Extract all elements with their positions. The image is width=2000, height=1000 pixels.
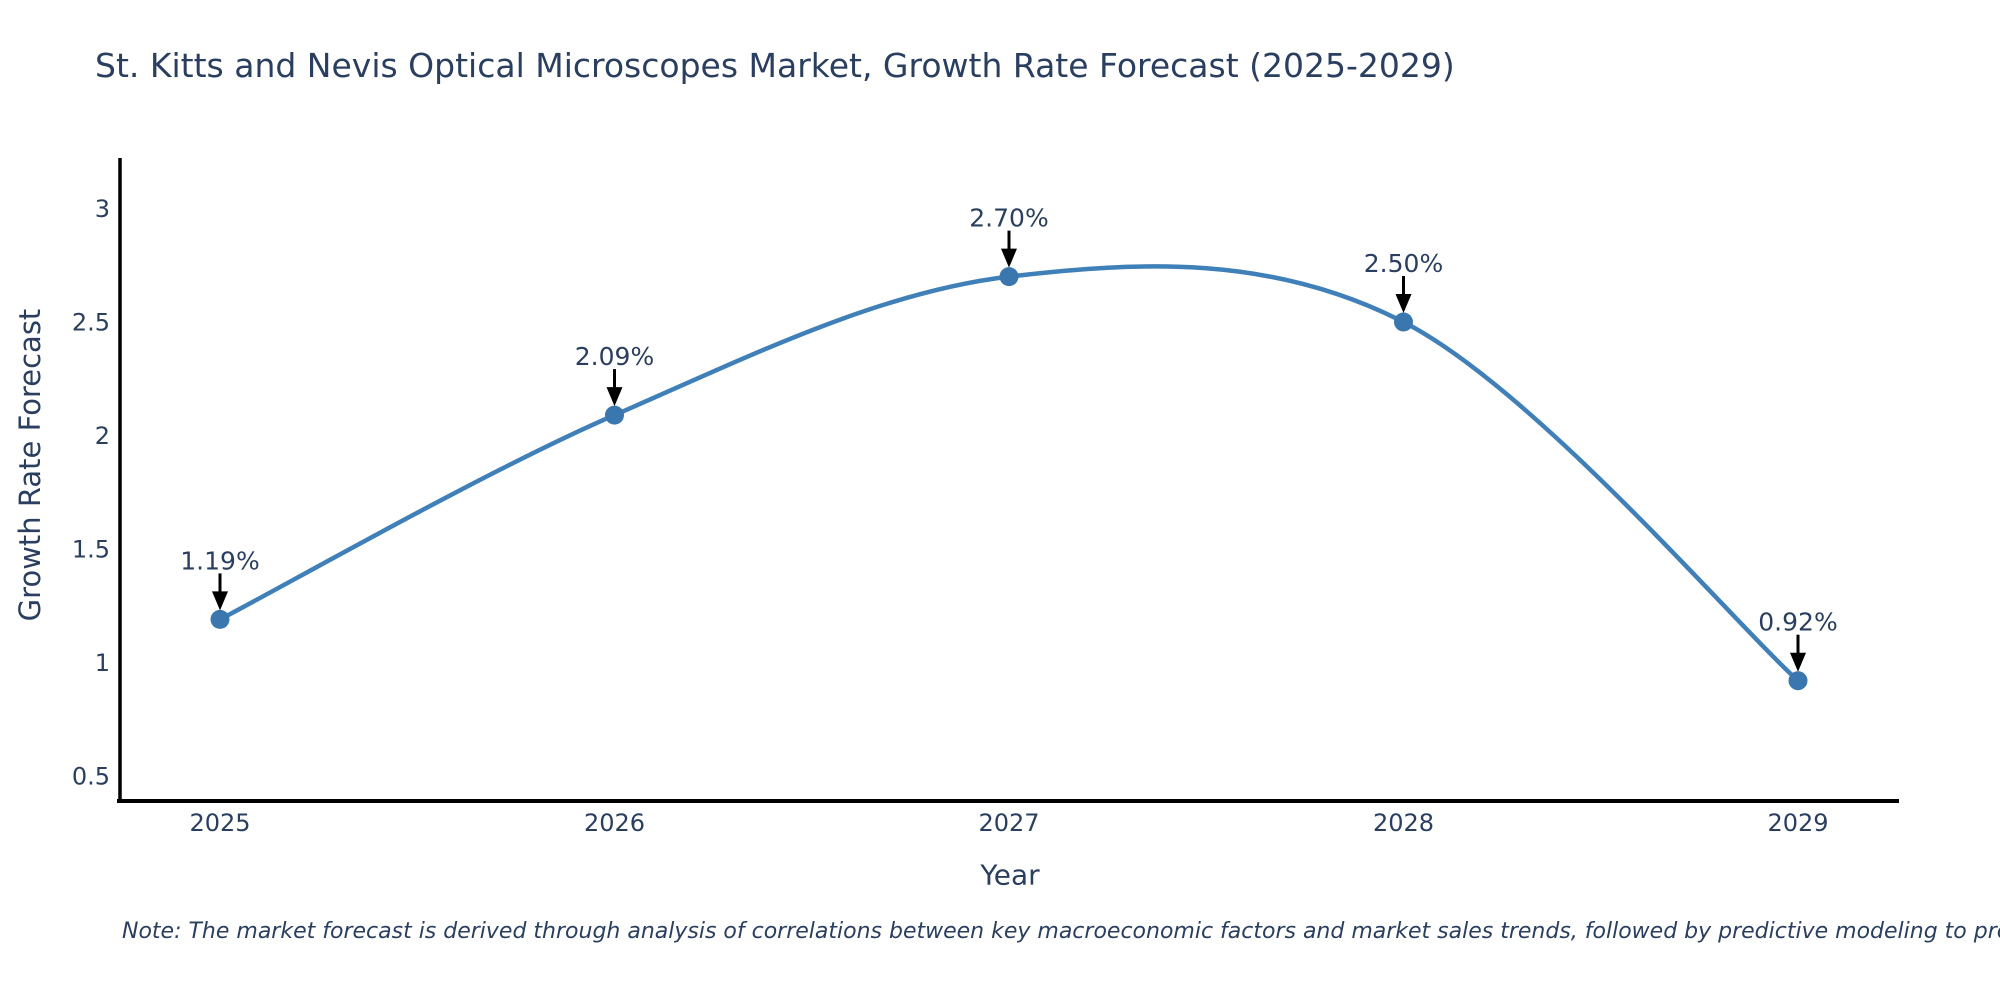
x-axis-title: Year [980, 858, 1040, 892]
annotation-arrow-head [1790, 652, 1806, 672]
data-point[interactable] [1394, 312, 1413, 332]
annotation-arrow-head [606, 387, 623, 407]
x-tick-label: 2025 [189, 809, 250, 837]
forecast-line [217, 264, 1801, 683]
x-tick-label: 2026 [584, 809, 645, 837]
y-tick-label: 0.5 [72, 763, 110, 791]
y-tick-label: 1 [95, 649, 110, 677]
y-tick-label: 1.5 [72, 536, 110, 564]
chart-title: St. Kitts and Nevis Optical Microscopes … [95, 46, 1455, 85]
annotation-arrow-head [1395, 294, 1412, 314]
data-point[interactable] [1788, 671, 1808, 691]
point-label: 1.19% [180, 546, 259, 575]
y-tick-label: 2.5 [72, 309, 110, 337]
x-tick-label: 2028 [1373, 809, 1434, 837]
x-tick-label: 2027 [978, 809, 1039, 837]
data-point[interactable] [210, 609, 230, 629]
y-tick-label: 3 [95, 195, 110, 223]
annotation-arrow-head [212, 591, 228, 611]
x-tick-label: 2029 [1767, 809, 1828, 837]
data-point[interactable] [999, 267, 1019, 287]
point-label: 2.09% [575, 342, 654, 371]
point-label: 2.50% [1364, 249, 1443, 278]
footnote: Note: The market forecast is derived thr… [122, 919, 2000, 944]
annotation-arrow-head [1001, 248, 1017, 268]
data-point[interactable] [605, 405, 624, 425]
y-tick-label: 2 [95, 422, 110, 450]
point-label: 0.92% [1758, 608, 1837, 637]
point-label: 2.70% [969, 204, 1048, 233]
